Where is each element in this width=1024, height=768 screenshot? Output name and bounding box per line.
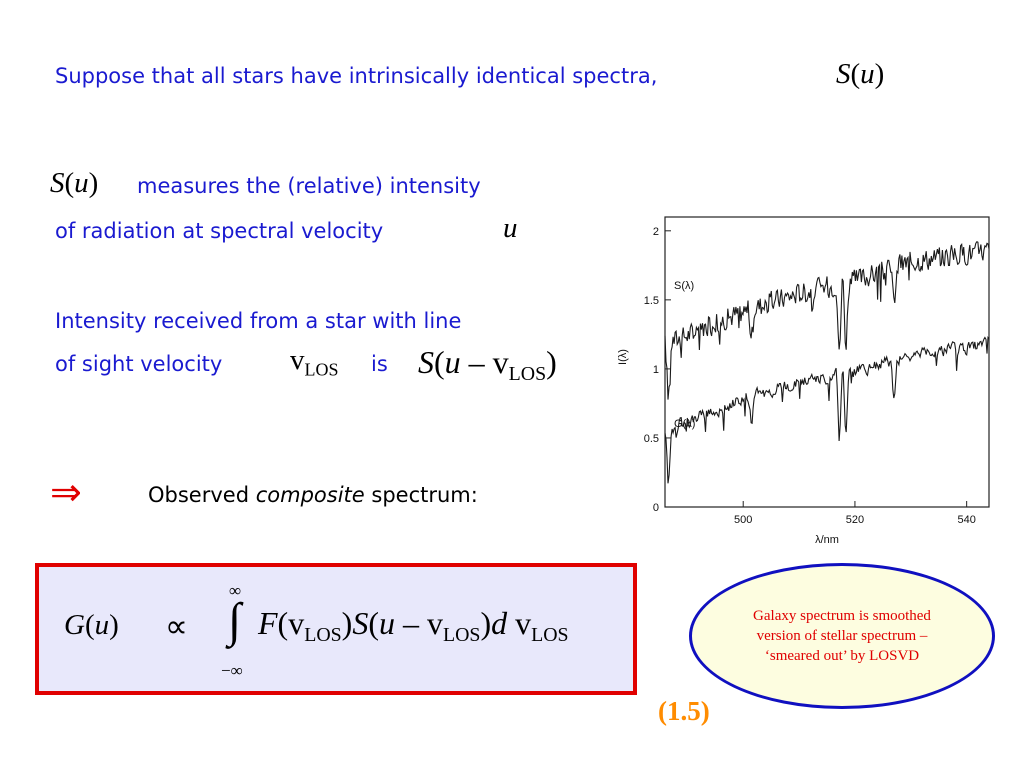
series-G-label: G(λ) xyxy=(674,418,695,430)
sight-velocity-text: of sight velocity xyxy=(55,352,223,376)
eq-propto: ∝ xyxy=(165,608,188,644)
equation-box: G(u) ∝ ∞ ∫ −∞ F(vLOS)S(u – vLOS)d vLOS xyxy=(35,563,637,695)
math-v-los: vLOS xyxy=(290,344,339,380)
eq-inf-lower: −∞ xyxy=(221,661,243,680)
intensity-text: measures the (relative) intensity xyxy=(137,174,481,198)
intensity-received-text: Intensity received from a star with line xyxy=(55,309,462,333)
math-u: u xyxy=(503,212,518,244)
math-S-shifted: S(u – vLOS) xyxy=(418,344,557,385)
eq-integrand: F(vLOS)S(u – vLOS)d vLOS xyxy=(258,605,569,646)
spectrum-chart: 0 0.5 1 1.5 2 500 520 540 S(λ) G(λ) λ/nm I(λ) xyxy=(617,216,990,546)
spectral-velocity-text: of radiation at spectral velocity xyxy=(55,219,384,243)
x-tick-label-1: 520 xyxy=(846,514,864,526)
intro-text: Suppose that all stars have intrinsicall… xyxy=(55,64,658,88)
eq-G-of-u: G(u) xyxy=(64,609,119,641)
galaxy-spectrum-callout: Galaxy spectrum is smoothed version of s… xyxy=(689,563,995,709)
implies-arrow-icon: ⇒ xyxy=(50,470,82,514)
y-tick-label-1: 0.5 xyxy=(644,433,659,445)
x-tick-label-0: 500 xyxy=(734,514,752,526)
y-tick-label-3: 1.5 xyxy=(644,295,659,307)
series-S-line xyxy=(664,240,990,400)
series-S-label: S(λ) xyxy=(674,280,694,292)
x-tick-label-2: 540 xyxy=(957,514,975,526)
observed-composite-text: Observed composite spectrum: xyxy=(148,483,478,507)
y-axis-label: I(λ) xyxy=(617,349,629,365)
is-text: is xyxy=(371,352,388,376)
x-axis-label: λ/nm xyxy=(815,534,839,546)
chart-frame xyxy=(664,216,990,508)
math-S-of-u-2: S(u) xyxy=(50,167,99,199)
eq-integral: ∫ xyxy=(228,594,242,647)
callout-text: Galaxy spectrum is smoothed version of s… xyxy=(753,608,931,664)
y-tick-label-2: 1 xyxy=(653,364,659,376)
equation-number: (1.5) xyxy=(658,696,710,726)
y-tick-label-0: 0 xyxy=(653,502,659,514)
math-S-of-u-1: S(u) xyxy=(836,58,885,90)
y-tick-label-4: 2 xyxy=(653,226,659,238)
eq-inf-upper: ∞ xyxy=(229,581,242,600)
series-G-line xyxy=(664,335,990,484)
